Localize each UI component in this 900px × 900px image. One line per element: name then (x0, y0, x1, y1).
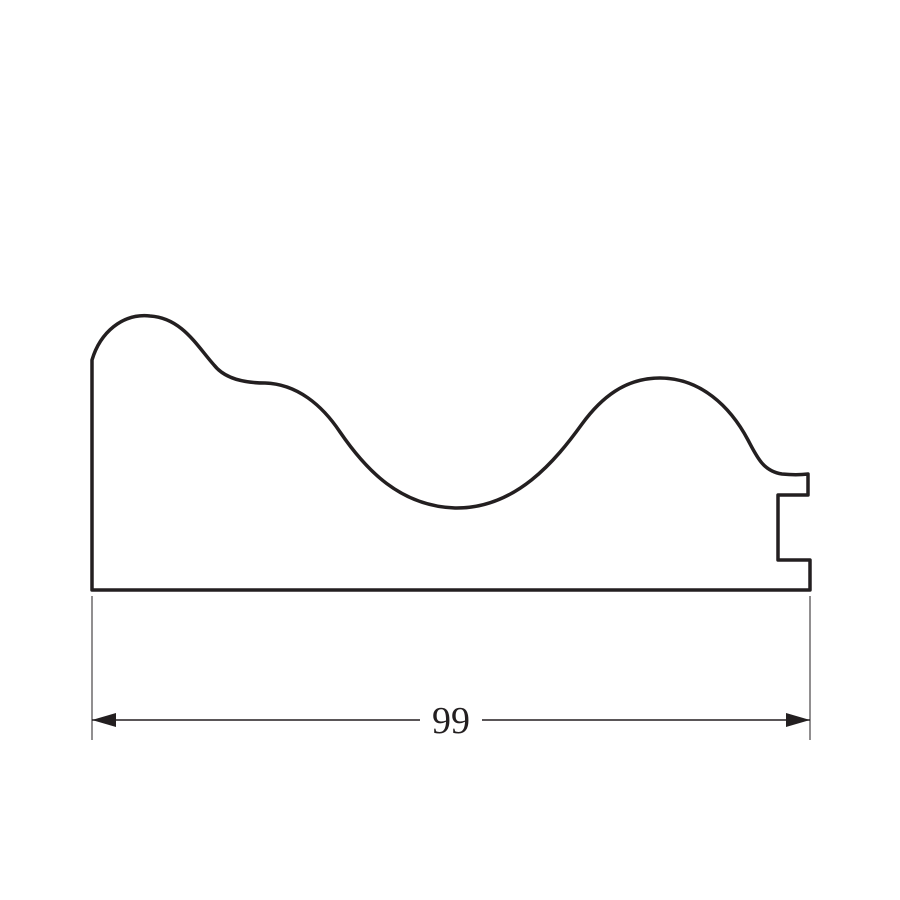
dimension-value: 99 (432, 700, 470, 742)
profile-diagram: 99 (0, 0, 900, 900)
width-dimension: 99 (92, 596, 810, 742)
dimension-arrow-right (786, 713, 810, 727)
dimension-arrow-left (92, 713, 116, 727)
moulding-profile-outline (92, 316, 810, 590)
